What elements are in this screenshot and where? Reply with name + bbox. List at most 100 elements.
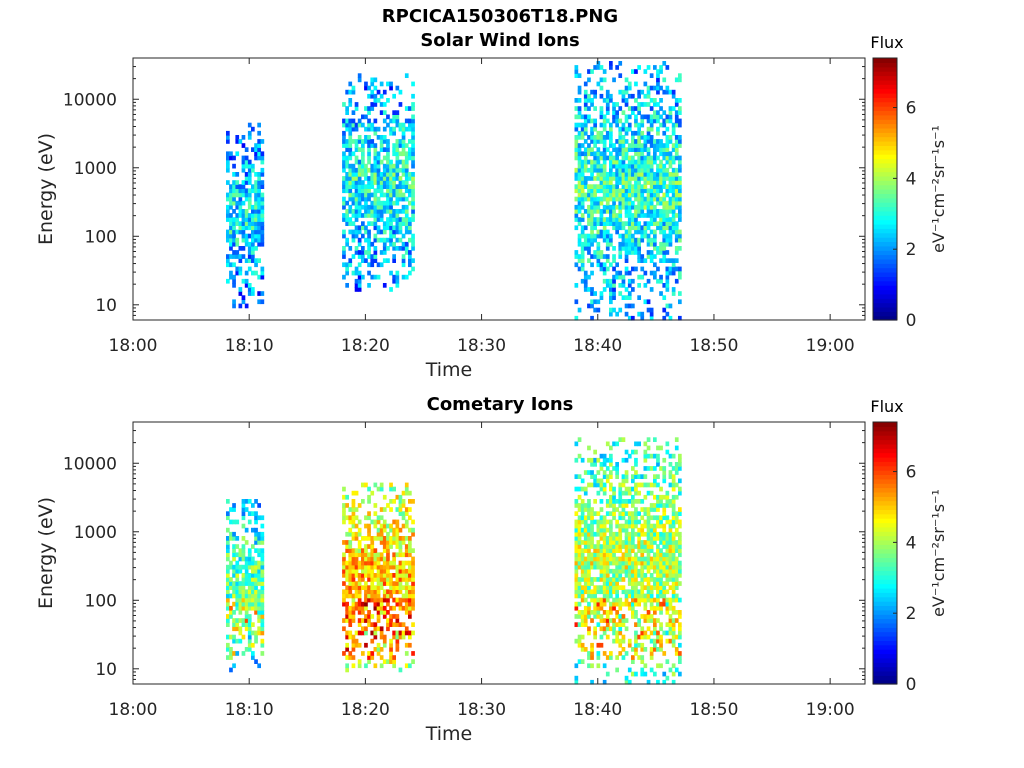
flux-cell <box>379 527 384 533</box>
flux-cell <box>605 671 610 677</box>
flux-cell <box>618 291 623 296</box>
flux-cell <box>583 126 588 132</box>
flux-cell <box>232 589 236 595</box>
flux-cell <box>411 118 415 124</box>
flux-cell <box>618 437 623 442</box>
flux-cell <box>643 69 648 74</box>
flux-cell <box>590 679 594 685</box>
flux-cell <box>226 655 230 660</box>
flux-cell <box>354 581 359 586</box>
flux-cell <box>643 593 648 599</box>
flux-cell <box>609 151 613 157</box>
flux-cell <box>605 110 610 115</box>
flux-cell <box>656 548 660 553</box>
flux-cell <box>379 486 384 492</box>
flux-cell <box>665 449 670 455</box>
flux-cell <box>612 441 616 447</box>
flux-cell <box>382 110 387 115</box>
flux-cell <box>624 651 629 656</box>
flux-cell <box>404 204 409 210</box>
x-tick-label: 18:50 <box>689 336 738 356</box>
flux-cell <box>389 589 393 595</box>
flux-cell <box>609 217 613 222</box>
flux-cell <box>646 180 651 185</box>
flux-cell <box>389 647 393 652</box>
flux-cell <box>674 515 679 521</box>
flux-cell <box>590 515 594 521</box>
flux-cell <box>260 139 265 144</box>
flux-cell <box>587 556 591 562</box>
flux-cell <box>382 102 387 107</box>
flux-cell <box>260 577 265 582</box>
flux-cell <box>229 233 233 239</box>
flux-cell <box>577 622 582 627</box>
flux-cell <box>408 118 412 124</box>
flux-cell <box>580 560 585 566</box>
flux-cell <box>342 135 346 140</box>
flux-cell <box>574 147 579 152</box>
flux-cell <box>577 209 582 214</box>
flux-cell <box>634 630 638 636</box>
flux-cell <box>354 278 359 284</box>
flux-cell <box>602 188 607 194</box>
flux-cell <box>395 536 400 541</box>
flux-cell <box>656 679 660 685</box>
flux-cell <box>640 560 645 566</box>
flux-cell <box>615 581 619 586</box>
flux-cell <box>587 560 591 566</box>
flux-cell <box>244 614 249 619</box>
flux-cell <box>618 548 623 553</box>
flux-cell <box>235 651 240 656</box>
flux-cell <box>401 163 406 169</box>
flux-cell <box>577 163 582 169</box>
flux-cell <box>351 229 356 235</box>
flux-cell <box>241 233 246 239</box>
flux-cell <box>631 233 635 239</box>
flux-cell <box>627 552 632 558</box>
flux-cell <box>678 122 682 128</box>
flux-cell <box>640 147 645 152</box>
flux-cell <box>251 246 255 251</box>
flux-cell <box>637 209 641 214</box>
flux-cell <box>260 618 265 623</box>
flux-cell <box>587 605 591 611</box>
colorbar-swatch <box>873 592 897 598</box>
flux-cell <box>640 568 645 574</box>
flux-cell <box>408 573 412 578</box>
flux-cell <box>643 457 648 463</box>
flux-cell <box>260 523 265 529</box>
flux-cell <box>646 65 651 70</box>
flux-cell <box>386 217 390 222</box>
flux-cell <box>671 494 676 500</box>
flux-cell <box>574 605 579 611</box>
flux-cell <box>386 503 390 508</box>
flux-cell <box>665 192 670 198</box>
flux-cell <box>577 585 582 590</box>
flux-cell <box>382 642 387 648</box>
flux-cell <box>361 188 365 194</box>
flux-cell <box>357 196 362 202</box>
flux-cell <box>357 544 362 549</box>
flux-cell <box>609 474 613 479</box>
flux-cell <box>226 217 230 222</box>
flux-cell <box>624 457 629 463</box>
flux-cell <box>640 89 645 95</box>
flux-cell <box>634 217 638 222</box>
colorbar-swatch <box>873 241 897 247</box>
flux-cell <box>609 221 613 226</box>
colorbar-swatch <box>873 478 897 484</box>
flux-cell <box>373 519 378 525</box>
flux-cell <box>671 221 676 226</box>
flux-cell <box>244 556 249 562</box>
flux-cell <box>382 241 387 247</box>
flux-cell <box>345 531 349 537</box>
flux-cell <box>229 647 233 652</box>
flux-cell <box>373 523 378 529</box>
flux-cell <box>637 176 641 181</box>
flux-cell <box>618 274 623 280</box>
flux-cell <box>627 573 632 578</box>
flux-cell <box>665 610 670 615</box>
flux-cell <box>618 126 623 132</box>
flux-cell <box>226 540 230 545</box>
